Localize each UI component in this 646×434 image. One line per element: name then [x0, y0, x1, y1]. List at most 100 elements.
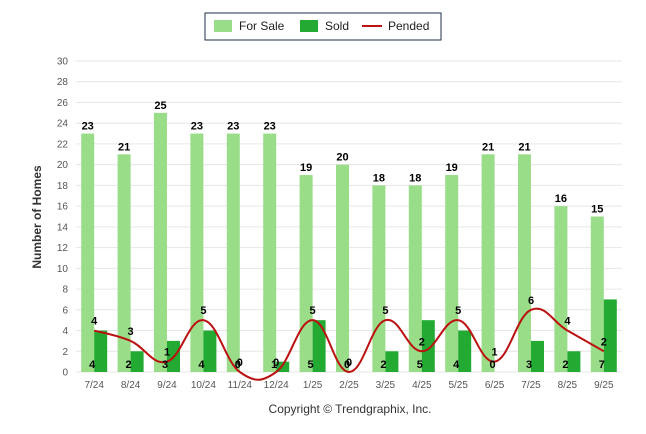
bar-for-sale: [190, 133, 204, 372]
legend-swatch-sold: [300, 20, 318, 32]
y-tick-label: 18: [57, 181, 69, 192]
data-label-pended: 4: [564, 316, 571, 328]
bar-for-sale: [590, 216, 604, 372]
data-label-pended: 4: [91, 316, 98, 328]
y-tick-label: 26: [57, 98, 69, 109]
data-label-for-sale: 21: [118, 141, 130, 153]
bar-for-sale: [263, 133, 277, 372]
bar-sold: [94, 330, 108, 372]
y-tick-label: 30: [57, 57, 69, 68]
bar-sold: [385, 351, 399, 372]
pended-line: [93, 307, 605, 381]
bar-for-sale: [518, 154, 531, 372]
bar-sold: [531, 340, 544, 372]
data-label-for-sale: 18: [409, 172, 421, 184]
x-tick-label: 12/24: [264, 380, 289, 391]
legend-label-for-sale: For Sale: [239, 19, 285, 33]
data-label-sold: 2: [126, 359, 132, 371]
x-tick-label: 7/25: [521, 380, 541, 391]
y-axis-title: Number of Homes: [30, 165, 44, 269]
bar-sold: [421, 320, 435, 372]
data-label-pended: 1: [164, 347, 170, 359]
y-tick-label: 16: [57, 202, 69, 213]
y-tick-label: 24: [57, 119, 69, 130]
data-label-pended: 2: [419, 336, 425, 348]
y-tick-label: 6: [62, 305, 68, 316]
data-label-sold: 5: [308, 359, 314, 371]
data-label-pended: 1: [492, 347, 498, 359]
bar-sold: [312, 320, 326, 372]
bar-for-sale: [336, 164, 349, 372]
y-tick-label: 10: [57, 264, 69, 275]
data-label-sold: 4: [198, 359, 205, 371]
data-label-for-sale: 18: [373, 172, 385, 184]
bar-for-sale: [554, 206, 568, 372]
data-label-for-sale: 23: [191, 121, 203, 133]
data-label-for-sale: 21: [518, 141, 530, 153]
data-label-for-sale: 25: [154, 100, 166, 112]
data-label-pended: 0: [237, 357, 243, 369]
data-label-for-sale: 16: [555, 193, 567, 205]
data-label-pended: 6: [528, 295, 534, 307]
bar-for-sale: [299, 175, 313, 372]
data-label-for-sale: 21: [482, 141, 494, 153]
x-tick-label: 9/24: [157, 380, 177, 391]
y-tick-label: 4: [62, 326, 68, 337]
bar-for-sale: [117, 154, 131, 372]
data-label-pended: 3: [128, 326, 134, 338]
data-label-pended: 5: [200, 305, 206, 317]
x-tick-label: 6/25: [485, 380, 505, 391]
data-label-for-sale: 23: [227, 121, 239, 133]
data-label-sold: 1: [271, 359, 277, 371]
x-tick-label: 3/25: [376, 380, 396, 391]
bar-sold: [567, 351, 581, 372]
legend-label-sold: Sold: [325, 19, 349, 33]
legend-swatch-for-sale: [214, 20, 232, 32]
data-label-pended: 5: [382, 305, 388, 317]
bar-for-sale: [481, 154, 495, 372]
bar-sold: [458, 330, 472, 372]
data-label-pended: 0: [346, 357, 352, 369]
bar-sold: [276, 361, 290, 372]
bar-sold: [203, 330, 217, 372]
legend: For Sale Sold Pended: [204, 12, 442, 41]
data-label-sold: 5: [417, 359, 423, 371]
bar-sold: [130, 351, 144, 372]
x-tick-label: 8/25: [558, 380, 578, 391]
data-label-pended: 5: [310, 305, 316, 317]
data-label-pended: 2: [601, 336, 607, 348]
x-tick-label: 2/25: [339, 380, 359, 391]
y-tick-label: 28: [57, 77, 69, 88]
x-tick-label: 7/24: [84, 380, 104, 391]
data-label-sold: 0: [490, 359, 496, 371]
data-labels: 2342122532342302311952001821851942102131…: [82, 100, 607, 371]
bar-for-sale: [408, 185, 422, 372]
data-label-sold: 4: [89, 359, 96, 371]
bar-for-sale: [81, 133, 95, 372]
data-label-sold: 7: [599, 359, 605, 371]
x-tick-label: 9/25: [594, 380, 614, 391]
data-label-pended: 5: [455, 305, 461, 317]
data-label-sold: 2: [562, 359, 568, 371]
data-label-sold: 3: [526, 359, 532, 371]
data-label-for-sale: 23: [264, 121, 276, 133]
data-label-for-sale: 23: [82, 121, 94, 133]
x-tick-label: 10/24: [191, 380, 216, 391]
legend-box: [204, 12, 442, 41]
data-label-for-sale: 19: [300, 162, 312, 174]
x-tick-label: 11/24: [228, 380, 253, 391]
x-tick-label: 8/24: [121, 380, 141, 391]
bar-for-sale: [154, 112, 167, 372]
data-label-sold: 0: [344, 359, 350, 371]
data-label-sold: 2: [380, 359, 386, 371]
data-label-sold: 0: [235, 359, 241, 371]
y-tick-label: 12: [57, 243, 69, 254]
bar-for-sale: [372, 185, 386, 372]
x-tick-label: 5/25: [448, 380, 468, 391]
data-label-pended: 0: [273, 357, 279, 369]
y-tick-label: 22: [57, 139, 69, 150]
bar-for-sale: [226, 133, 240, 372]
y-tick-label: 14: [57, 222, 69, 233]
